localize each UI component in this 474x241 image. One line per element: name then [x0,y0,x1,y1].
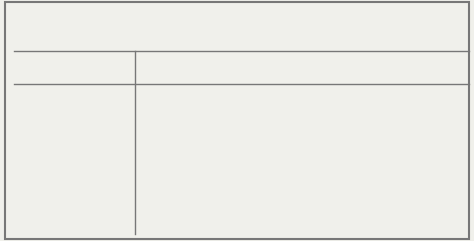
Text: 1: 1 [27,101,35,114]
Text: 1: 1 [215,86,222,99]
Text: 1: 1 [159,147,166,160]
Text: (5): (5) [431,214,452,227]
Text: r: r [100,60,107,74]
Text: 0: 0 [64,132,71,145]
Text: 0: 0 [215,116,222,129]
Text: 0: 0 [27,162,35,175]
Text: 1: 1 [270,178,278,191]
Text: 0: 0 [159,132,166,145]
Text: 0: 0 [438,116,445,129]
Text: 0: 0 [27,193,35,206]
Text: 1: 1 [270,132,278,145]
Text: 0: 0 [438,193,445,206]
Text: 1: 1 [326,101,334,114]
Text: 1: 1 [270,101,278,114]
Text: 0: 0 [159,116,166,129]
Text: (4): (4) [375,214,396,227]
Text: p: p [27,60,36,74]
Text: 0: 0 [215,162,222,175]
Text: 1: 1 [326,193,334,206]
Text: 0: 0 [64,178,71,191]
Text: 0: 0 [326,147,334,160]
Text: 0: 0 [64,116,71,129]
Text: 0: 0 [438,132,445,145]
Text: $[(p \supset q)\ \cdot\ \ r\,] \supset [(\sim\ \ \ r \vee p\,)\ \supset q\,]$: $[(p \supset q)\ \cdot\ \ r\,] \supset [… [196,59,409,76]
Text: q: q [63,60,72,74]
Text: 1: 1 [159,86,166,99]
Text: 1: 1 [27,116,35,129]
Text: 1: 1 [382,193,390,206]
Text: 1: 1 [382,86,390,99]
Text: 1: 1 [100,147,107,160]
Text: 1: 1 [438,178,445,191]
Text: 0: 0 [326,86,334,99]
Text: 0: 0 [27,147,35,160]
Text: 0: 0 [382,178,390,191]
Text: 1: 1 [64,162,71,175]
Text: 1: 1 [64,86,71,99]
Text: 0: 0 [27,178,35,191]
Text: 1: 1 [382,162,390,175]
Text: 1: 1 [215,178,222,191]
Text: 1: 1 [270,86,278,99]
Text: 1: 1 [27,132,35,145]
Text: 1: 1 [438,162,445,175]
Text: 0: 0 [215,132,222,145]
Text: 1: 1 [159,193,166,206]
Text: 1: 1 [215,147,222,160]
Text: 1: 1 [382,101,390,114]
Text: (6): (6) [264,214,285,227]
Text: 1: 1 [64,101,71,114]
Text: 0: 0 [100,101,107,114]
Text: 1: 1 [159,101,166,114]
Text: 1: 1 [382,132,390,145]
Text: 1: 1 [159,178,166,191]
Text: 1: 1 [27,86,35,99]
Text: 1: 1 [438,101,445,114]
Text: Table 2:  Test for Validity by Truth Table: Table 2: Test for Validity by Truth Tabl… [21,22,337,35]
Text: (2): (2) [208,214,229,227]
Text: 1: 1 [326,132,334,145]
Text: 1: 1 [64,147,71,160]
Text: 1: 1 [438,147,445,160]
Text: 0: 0 [382,147,390,160]
Text: 1: 1 [382,116,390,129]
Text: 1: 1 [270,162,278,175]
Text: 1: 1 [270,147,278,160]
Text: 1: 1 [270,193,278,206]
Text: 0: 0 [64,193,71,206]
Text: 1: 1 [100,86,107,99]
Text: 1: 1 [438,86,445,99]
Text: 1: 1 [159,162,166,175]
Text: 0: 0 [100,132,107,145]
Text: 0: 0 [215,193,222,206]
Text: 1: 1 [100,116,107,129]
Text: 1: 1 [100,178,107,191]
Text: 0: 0 [100,162,107,175]
Text: (3): (3) [319,214,341,227]
Text: (1): (1) [152,214,173,227]
Text: 0: 0 [326,116,334,129]
Text: 0: 0 [100,193,107,206]
Text: 0: 0 [215,101,222,114]
Text: 0: 0 [326,178,334,191]
Text: 1: 1 [326,162,334,175]
Text: 1: 1 [270,116,278,129]
